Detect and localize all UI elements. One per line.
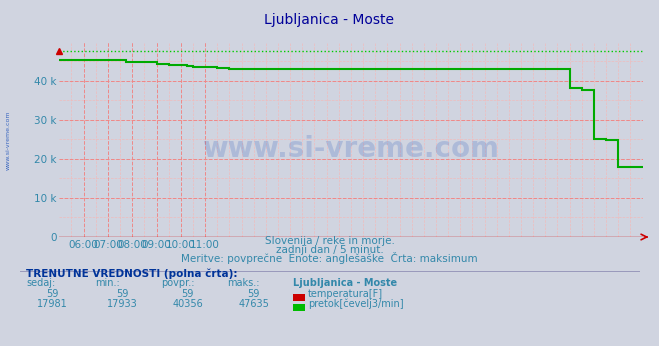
Text: sedaj:: sedaj: (26, 279, 55, 289)
Text: 17981: 17981 (38, 299, 68, 309)
Text: Ljubljanica - Moste: Ljubljanica - Moste (264, 13, 395, 27)
Text: Slovenija / reke in morje.: Slovenija / reke in morje. (264, 236, 395, 246)
Text: 59: 59 (47, 289, 59, 299)
Text: 59: 59 (116, 289, 128, 299)
Text: temperatura[F]: temperatura[F] (308, 289, 383, 299)
Text: 47635: 47635 (239, 299, 269, 309)
Text: 59: 59 (182, 289, 194, 299)
Text: TRENUTNE VREDNOSTI (polna črta):: TRENUTNE VREDNOSTI (polna črta): (26, 268, 238, 279)
Text: zadnji dan / 5 minut.: zadnji dan / 5 minut. (275, 245, 384, 255)
Text: www.si-vreme.com: www.si-vreme.com (5, 110, 11, 170)
Text: Ljubljanica - Moste: Ljubljanica - Moste (293, 279, 397, 289)
Text: 40356: 40356 (173, 299, 203, 309)
Text: Meritve: povprečne  Enote: anglešaške  Črta: maksimum: Meritve: povprečne Enote: anglešaške Črt… (181, 252, 478, 264)
Text: pretok[čevelj3/min]: pretok[čevelj3/min] (308, 298, 403, 309)
Text: 17933: 17933 (107, 299, 137, 309)
Text: maks.:: maks.: (227, 279, 260, 289)
Text: povpr.:: povpr.: (161, 279, 195, 289)
Text: min.:: min.: (96, 279, 121, 289)
Text: www.si-vreme.com: www.si-vreme.com (202, 135, 500, 163)
Text: 59: 59 (248, 289, 260, 299)
